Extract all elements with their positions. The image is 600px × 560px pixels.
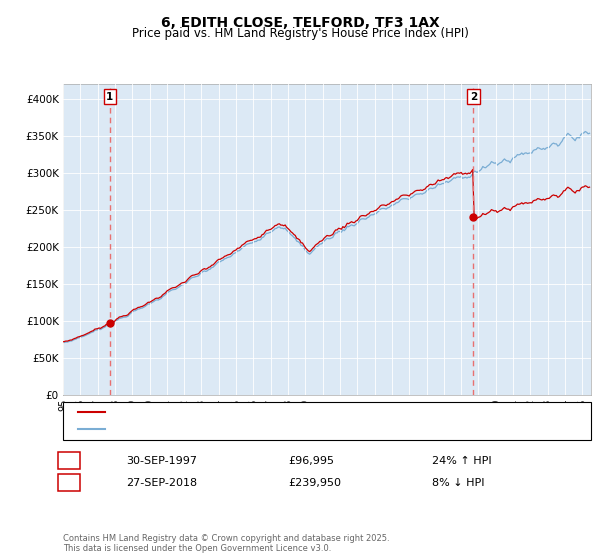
Text: £239,950: £239,950 — [288, 478, 341, 488]
Text: HPI: Average price, detached house, Telford and Wrekin: HPI: Average price, detached house, Telf… — [114, 424, 404, 434]
Text: 8% ↓ HPI: 8% ↓ HPI — [432, 478, 485, 488]
Text: £96,995: £96,995 — [288, 456, 334, 466]
Text: 2: 2 — [470, 92, 477, 102]
Text: 1: 1 — [65, 456, 73, 466]
Text: 1: 1 — [106, 92, 113, 102]
Text: 6, EDITH CLOSE, TELFORD, TF3 1AX: 6, EDITH CLOSE, TELFORD, TF3 1AX — [161, 16, 439, 30]
Text: 27-SEP-2018: 27-SEP-2018 — [126, 478, 197, 488]
Text: 6, EDITH CLOSE, TELFORD, TF3 1AX (detached house): 6, EDITH CLOSE, TELFORD, TF3 1AX (detach… — [114, 407, 395, 417]
Text: 24% ↑ HPI: 24% ↑ HPI — [432, 456, 491, 466]
Text: 30-SEP-1997: 30-SEP-1997 — [126, 456, 197, 466]
Text: Contains HM Land Registry data © Crown copyright and database right 2025.
This d: Contains HM Land Registry data © Crown c… — [63, 534, 389, 553]
Text: Price paid vs. HM Land Registry's House Price Index (HPI): Price paid vs. HM Land Registry's House … — [131, 27, 469, 40]
Text: 2: 2 — [65, 478, 73, 488]
